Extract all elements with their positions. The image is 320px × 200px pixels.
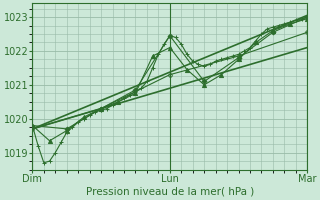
X-axis label: Pression niveau de la mer( hPa ): Pression niveau de la mer( hPa ) <box>86 187 254 197</box>
